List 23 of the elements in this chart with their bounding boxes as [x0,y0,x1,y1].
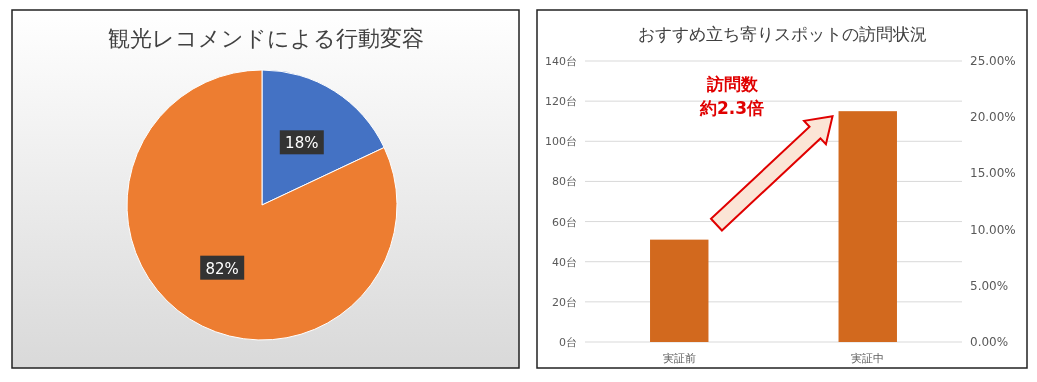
y-tick-label: 40台 [552,255,577,269]
y-tick-label: 120台 [545,95,577,109]
y2-tick-label: 0.00% [970,335,1009,349]
annotation: 約2.3倍 [698,98,765,118]
y2-tick-label: 15.00% [970,166,1016,181]
y2-tick-label: 20.00% [970,110,1016,125]
y-tick-label: 20台 [552,295,577,309]
y2-tick-label: 5.00% [970,278,1009,293]
y-tick-label: 60台 [552,215,577,229]
y2-tick-label: 25.00% [970,54,1016,68]
y-tick-label: 80台 [552,175,577,189]
pie-slice [126,69,398,341]
y-tick-label: 140台 [545,55,577,68]
chart-title: おすすめ立ち寄りスポットの訪問状況 [637,24,927,44]
chart-title: 観光レコメンドによる行動変容 [107,26,424,51]
y-tick-label: 0台 [559,336,577,349]
data-label: 18% [285,134,319,153]
x-tick-label: 実証前 [662,352,696,365]
annotation: 訪問数 [705,74,759,94]
y2-tick-label: 10.00% [970,222,1016,237]
data-label: 82% [205,259,239,278]
x-tick-label: 実証中 [851,352,885,365]
y-tick-label: 100台 [545,135,577,149]
